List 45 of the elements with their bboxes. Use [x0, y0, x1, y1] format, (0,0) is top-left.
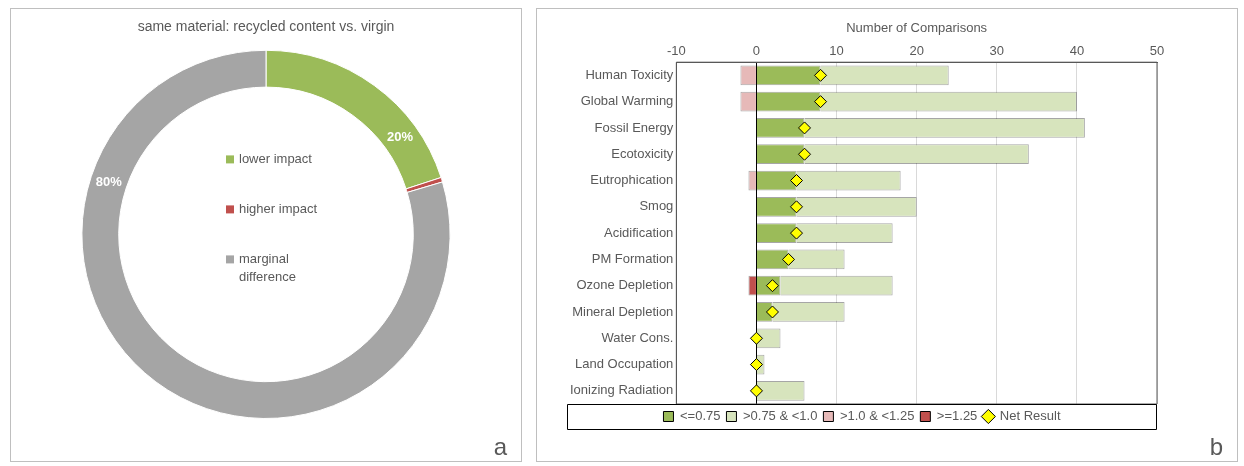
x-tick-label: 10 [829, 42, 844, 58]
point [790, 174, 804, 188]
x-tick-label: 40 [1069, 42, 1085, 58]
y-tick-label: Ozone Depletion [576, 277, 674, 293]
legend-label: >=1.25 [936, 408, 978, 424]
point [798, 147, 812, 161]
x-tick-label: -10 [666, 42, 686, 58]
x-tick-label: 20 [909, 42, 924, 58]
y-tick-label: PM Formation [591, 250, 674, 266]
text: b [1209, 433, 1223, 461]
data-label: 80% [95, 173, 123, 189]
point [790, 226, 804, 240]
y-tick-label: Acidification [603, 224, 674, 240]
data-label: 20% [387, 128, 414, 144]
y-tick-label: Land Occupation [575, 356, 674, 372]
x-tick-label: 0 [752, 42, 761, 58]
legend-label: lower impact [239, 150, 313, 166]
chart-title: same material: recycled content vs. virgin [137, 18, 395, 35]
y-tick-label: Human Toxicity [585, 66, 674, 82]
x-tick-label: 50 [1149, 42, 1165, 58]
y-tick-label: Ecotoxicity [611, 145, 674, 161]
x-tick-label: 30 [989, 42, 1005, 58]
legend-label: higher impact [239, 200, 318, 216]
y-tick-label: Mineral Depletion [572, 303, 674, 319]
point [749, 384, 763, 398]
point [814, 68, 828, 82]
legend-label: <=0.75 [679, 408, 721, 424]
y-tick-label: Eutrophication [590, 172, 674, 188]
y-tick-label: Fossil Energy [594, 119, 674, 135]
point [749, 331, 763, 345]
y-tick-label: Global Warming [580, 93, 674, 109]
text: a [493, 433, 507, 461]
point [790, 200, 804, 214]
y-tick-label: Water Cons. [601, 329, 674, 345]
y-tick-label: Ionizing Radiation [569, 382, 674, 398]
point [798, 121, 812, 135]
legend-label: >0.75 & <1.0 [742, 408, 818, 424]
point [782, 252, 795, 266]
legend-label: Net Result [999, 408, 1061, 424]
legend-label: >1.0 & <1.25 [839, 408, 915, 424]
point [814, 95, 828, 109]
legend-label: marginal difference [239, 250, 296, 284]
x-axis-title: Number of Comparisons [846, 20, 988, 36]
y-tick-label: Smog [639, 198, 674, 214]
point [749, 358, 763, 372]
